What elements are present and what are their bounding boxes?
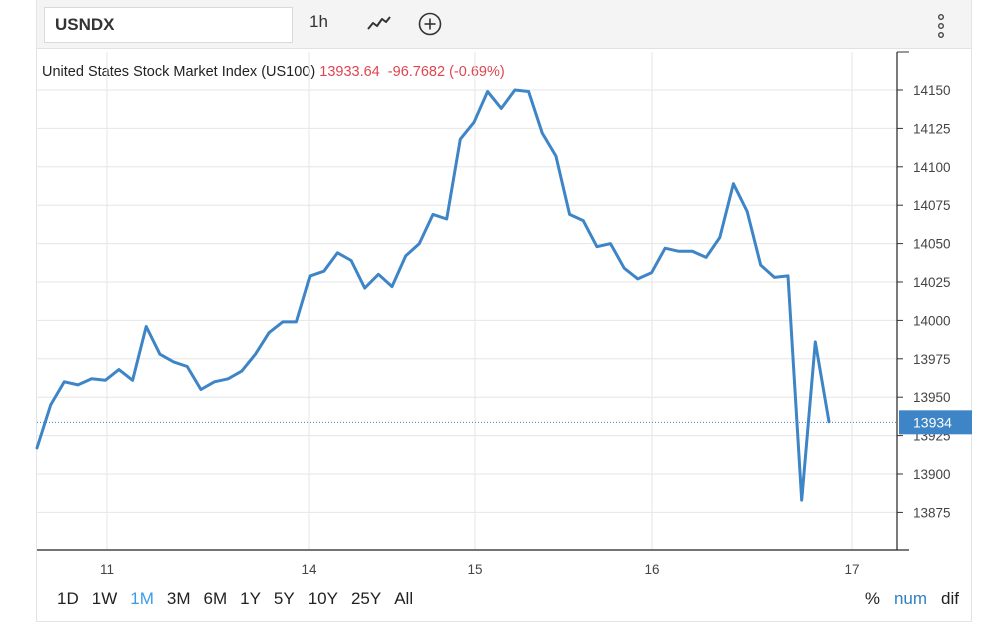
- range-button-5y[interactable]: 5Y: [273, 589, 295, 608]
- range-button-1m[interactable]: 1M: [130, 589, 154, 608]
- y-axis-ticks: 1387513900139251395013975140001402514050…: [897, 51, 951, 520]
- y-tick-label: 13875: [913, 505, 951, 520]
- price-line: [35, 88, 831, 502]
- last-price-indicator: 13934: [37, 410, 972, 435]
- kebab-menu-icon[interactable]: [936, 13, 946, 39]
- y-tick-label: 14025: [913, 275, 951, 290]
- x-tick-label: 14: [301, 562, 317, 577]
- plus-circle-icon[interactable]: [418, 12, 442, 36]
- grid-lines: [37, 52, 897, 550]
- interval-selector[interactable]: 1h: [309, 12, 328, 31]
- instrument-name: United States Stock Market Index (US100): [42, 64, 316, 80]
- y-tick-label: 14125: [913, 121, 951, 136]
- x-tick-label: 17: [844, 562, 859, 577]
- range-button-1d[interactable]: 1D: [57, 589, 79, 608]
- range-button-all[interactable]: All: [394, 589, 414, 608]
- chart-legend: United States Stock Market Index (US100)…: [42, 64, 505, 80]
- range-button-1w[interactable]: 1W: [91, 589, 118, 608]
- range-button-1y[interactable]: 1Y: [240, 589, 261, 608]
- price-change: -96.7682: [387, 64, 446, 80]
- series: [35, 88, 831, 502]
- y-tick-label: 13950: [913, 390, 951, 405]
- range-button-3m[interactable]: 3M: [166, 589, 191, 608]
- range-button-25y[interactable]: 25Y: [350, 589, 382, 608]
- range-button-6m[interactable]: 6M: [203, 589, 228, 608]
- y-tick-label: 13975: [913, 352, 951, 367]
- price-change-percent: (-0.69%): [449, 64, 505, 80]
- x-axis-ticks: 11 14 15 16 17: [100, 562, 860, 577]
- last-price-tag-label: 13934: [913, 414, 952, 430]
- chart-frame: [36, 0, 972, 622]
- mode-button-dif[interactable]: dif: [941, 589, 959, 608]
- last-price: 13933.64: [319, 64, 380, 80]
- mode-button-num[interactable]: num: [893, 589, 928, 608]
- symbol-input[interactable]: [44, 7, 293, 43]
- range-button-10y[interactable]: 10Y: [307, 589, 338, 608]
- y-tick-label: 14000: [913, 313, 951, 328]
- x-tick-label: 11: [100, 562, 114, 577]
- mode-button-percent[interactable]: %: [864, 589, 880, 608]
- scale-mode-selector: % num dif: [851, 589, 959, 609]
- x-tick-label: 15: [467, 562, 482, 577]
- y-tick-label: 14050: [913, 237, 951, 252]
- last-price-tag: [899, 410, 972, 435]
- y-tick-label: 14075: [913, 198, 951, 213]
- y-tick-label: 13900: [913, 467, 951, 482]
- y-tick-label: 14100: [913, 160, 951, 175]
- x-tick-label: 16: [644, 562, 659, 577]
- axes: [37, 52, 909, 551]
- line-chart-icon[interactable]: [366, 14, 392, 34]
- range-selector: 1D 1W 1M 3M 6M 1Y 5Y 10Y 25Y All: [57, 589, 426, 609]
- y-tick-label: 14150: [913, 83, 951, 98]
